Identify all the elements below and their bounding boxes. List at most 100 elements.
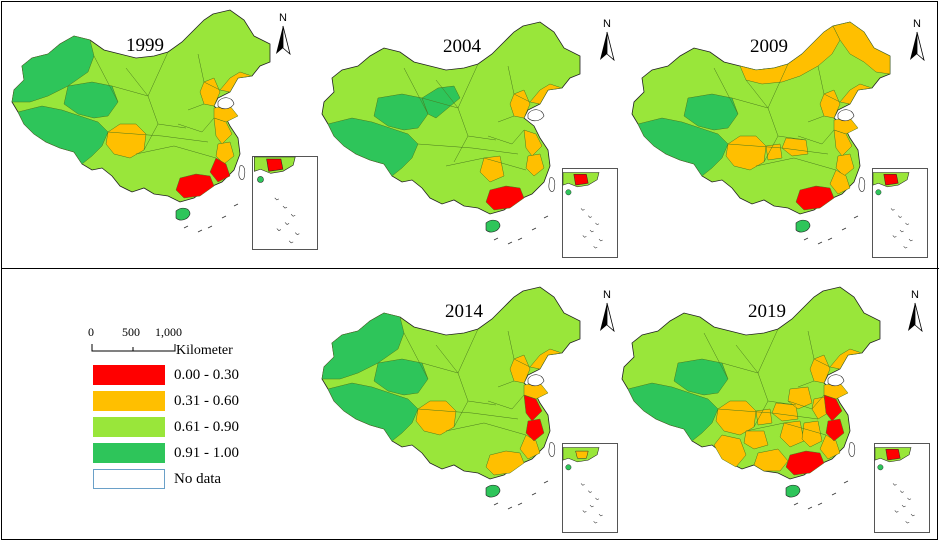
choropleth-map <box>631 21 891 245</box>
island-mark <box>843 480 849 484</box>
province-region-high <box>17 105 109 165</box>
island-mark <box>493 237 499 241</box>
scale-tick-500: 500 <box>122 325 140 339</box>
choropleth-map <box>621 286 881 510</box>
island-mark <box>853 215 859 219</box>
province-boundary <box>417 408 519 420</box>
inset-island <box>595 497 600 501</box>
province-boundary <box>487 394 525 410</box>
year-label: 2009 <box>750 36 788 57</box>
inset-map <box>562 447 603 524</box>
province-boundary <box>507 65 531 103</box>
province-boundary <box>125 67 149 97</box>
province-region-mid <box>832 21 891 75</box>
province-region-high <box>11 35 95 103</box>
scale-tick-1000: 1,000 <box>155 325 182 339</box>
year-label: 2019 <box>748 301 786 322</box>
inset-island <box>899 229 904 233</box>
province-region-high <box>373 93 429 131</box>
province-region-mid <box>833 129 853 157</box>
province-boundary <box>507 330 531 368</box>
inset-region <box>266 158 284 172</box>
province-boundary <box>497 115 515 123</box>
south-china-sea-inset <box>874 443 930 533</box>
inset-island <box>593 521 598 524</box>
north-label: N <box>913 18 921 30</box>
inset-island <box>905 521 910 524</box>
province-boundary <box>445 157 527 171</box>
province-region-mid <box>819 89 841 119</box>
province-region-high <box>673 358 729 396</box>
inset-island <box>892 235 897 238</box>
island-mark <box>517 237 523 241</box>
hainan-island <box>795 219 811 233</box>
province-boundary <box>497 380 515 388</box>
inset-map <box>562 172 603 249</box>
province-region-high <box>327 117 419 177</box>
province-boundary <box>763 135 779 163</box>
province-region-high <box>637 117 729 177</box>
year-label: 1999 <box>126 35 164 56</box>
choropleth-map <box>321 21 581 245</box>
province-region-low <box>823 394 843 422</box>
taiwan-island <box>548 177 556 192</box>
inset-island <box>890 208 895 211</box>
province-boundary <box>445 422 527 436</box>
province-region-mid <box>509 89 531 119</box>
province-boundary <box>435 79 459 109</box>
province-region-mid <box>811 396 829 420</box>
hainan-island <box>175 207 191 221</box>
inset-island <box>905 222 910 226</box>
island-mark <box>817 502 823 506</box>
bohai-sea <box>217 97 235 110</box>
island-mark <box>793 502 799 506</box>
taiwan-island <box>238 165 246 180</box>
province-boundary <box>727 143 829 155</box>
south-china-sea-inset <box>252 156 318 250</box>
inset-island <box>295 232 300 236</box>
year-label: 2004 <box>443 36 481 57</box>
province-region-low <box>485 185 525 211</box>
island-mark <box>841 227 847 231</box>
taiwan-island <box>848 442 856 457</box>
legend-item: 0.31 - 0.60 <box>88 391 288 411</box>
inset-island <box>903 246 908 249</box>
province-boundary <box>735 344 759 374</box>
inset-island <box>589 504 594 508</box>
island-mark <box>233 203 239 207</box>
inset-island <box>598 238 603 242</box>
province-region-mid <box>801 420 823 448</box>
legend-swatch <box>93 443 165 463</box>
province-region-low <box>825 418 845 442</box>
province-region-mid <box>479 155 505 183</box>
inset-island <box>589 229 594 233</box>
hainan-island <box>485 219 501 233</box>
province-boundary <box>453 400 469 428</box>
inset-island <box>908 238 913 242</box>
island-mark <box>197 229 203 233</box>
choropleth-map <box>321 286 581 510</box>
province-region-high <box>683 93 739 131</box>
island-mark <box>531 227 537 231</box>
island-mark <box>183 225 189 229</box>
province-boundary <box>197 53 221 91</box>
legend-item: 0.91 - 1.00 <box>88 443 288 463</box>
south-china-sea-inset <box>872 168 928 258</box>
province-boundary <box>453 135 469 163</box>
province-region-high <box>63 81 119 119</box>
province-boundary <box>107 131 209 143</box>
province-region-low <box>209 157 231 183</box>
province-boundary <box>435 344 459 374</box>
island-mark <box>517 502 523 506</box>
province-region-mid <box>199 77 221 107</box>
inset-island <box>907 497 912 501</box>
island-mark <box>817 241 823 245</box>
province-region-high <box>321 312 405 380</box>
province-region-low <box>523 394 543 422</box>
row-divider <box>1 268 939 269</box>
inset-island <box>582 235 587 238</box>
inset-hainan <box>565 464 572 471</box>
inset-island <box>593 246 598 249</box>
island-mark <box>803 237 809 241</box>
inset-map <box>254 156 300 244</box>
